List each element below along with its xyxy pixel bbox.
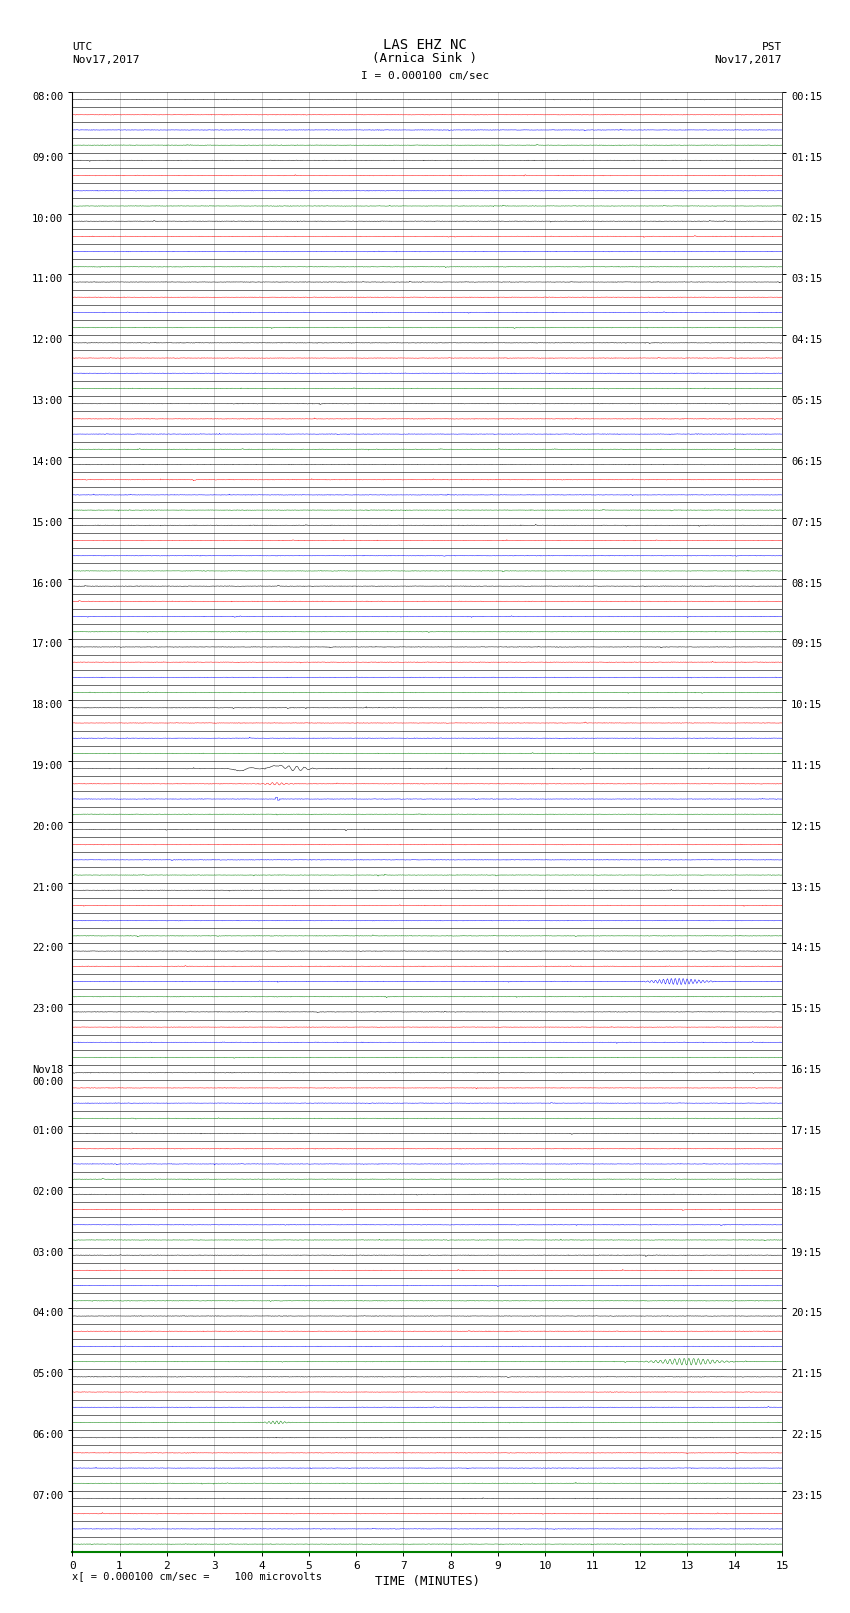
Text: x[ = 0.000100 cm/sec =    100 microvolts: x[ = 0.000100 cm/sec = 100 microvolts bbox=[72, 1571, 322, 1581]
Text: Nov17,2017: Nov17,2017 bbox=[715, 55, 782, 65]
Text: Nov17,2017: Nov17,2017 bbox=[72, 55, 139, 65]
Text: LAS EHZ NC: LAS EHZ NC bbox=[383, 37, 467, 52]
Text: I = 0.000100 cm/sec: I = 0.000100 cm/sec bbox=[361, 71, 489, 81]
Text: UTC: UTC bbox=[72, 42, 93, 52]
Text: (Arnica Sink ): (Arnica Sink ) bbox=[372, 52, 478, 65]
Text: PST: PST bbox=[762, 42, 782, 52]
X-axis label: TIME (MINUTES): TIME (MINUTES) bbox=[375, 1574, 479, 1587]
